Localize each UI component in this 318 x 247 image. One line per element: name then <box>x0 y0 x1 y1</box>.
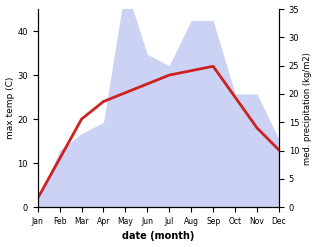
Y-axis label: med. precipitation (kg/m2): med. precipitation (kg/m2) <box>303 52 313 165</box>
X-axis label: date (month): date (month) <box>122 231 195 242</box>
Y-axis label: max temp (C): max temp (C) <box>5 77 15 139</box>
